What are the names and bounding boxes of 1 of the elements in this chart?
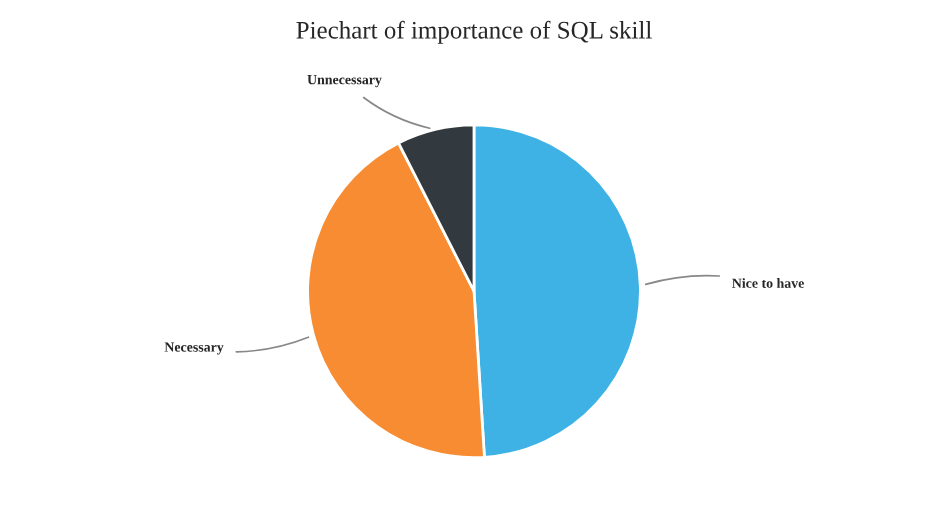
- chart-title: Piechart of importance of SQL skill: [296, 20, 652, 44]
